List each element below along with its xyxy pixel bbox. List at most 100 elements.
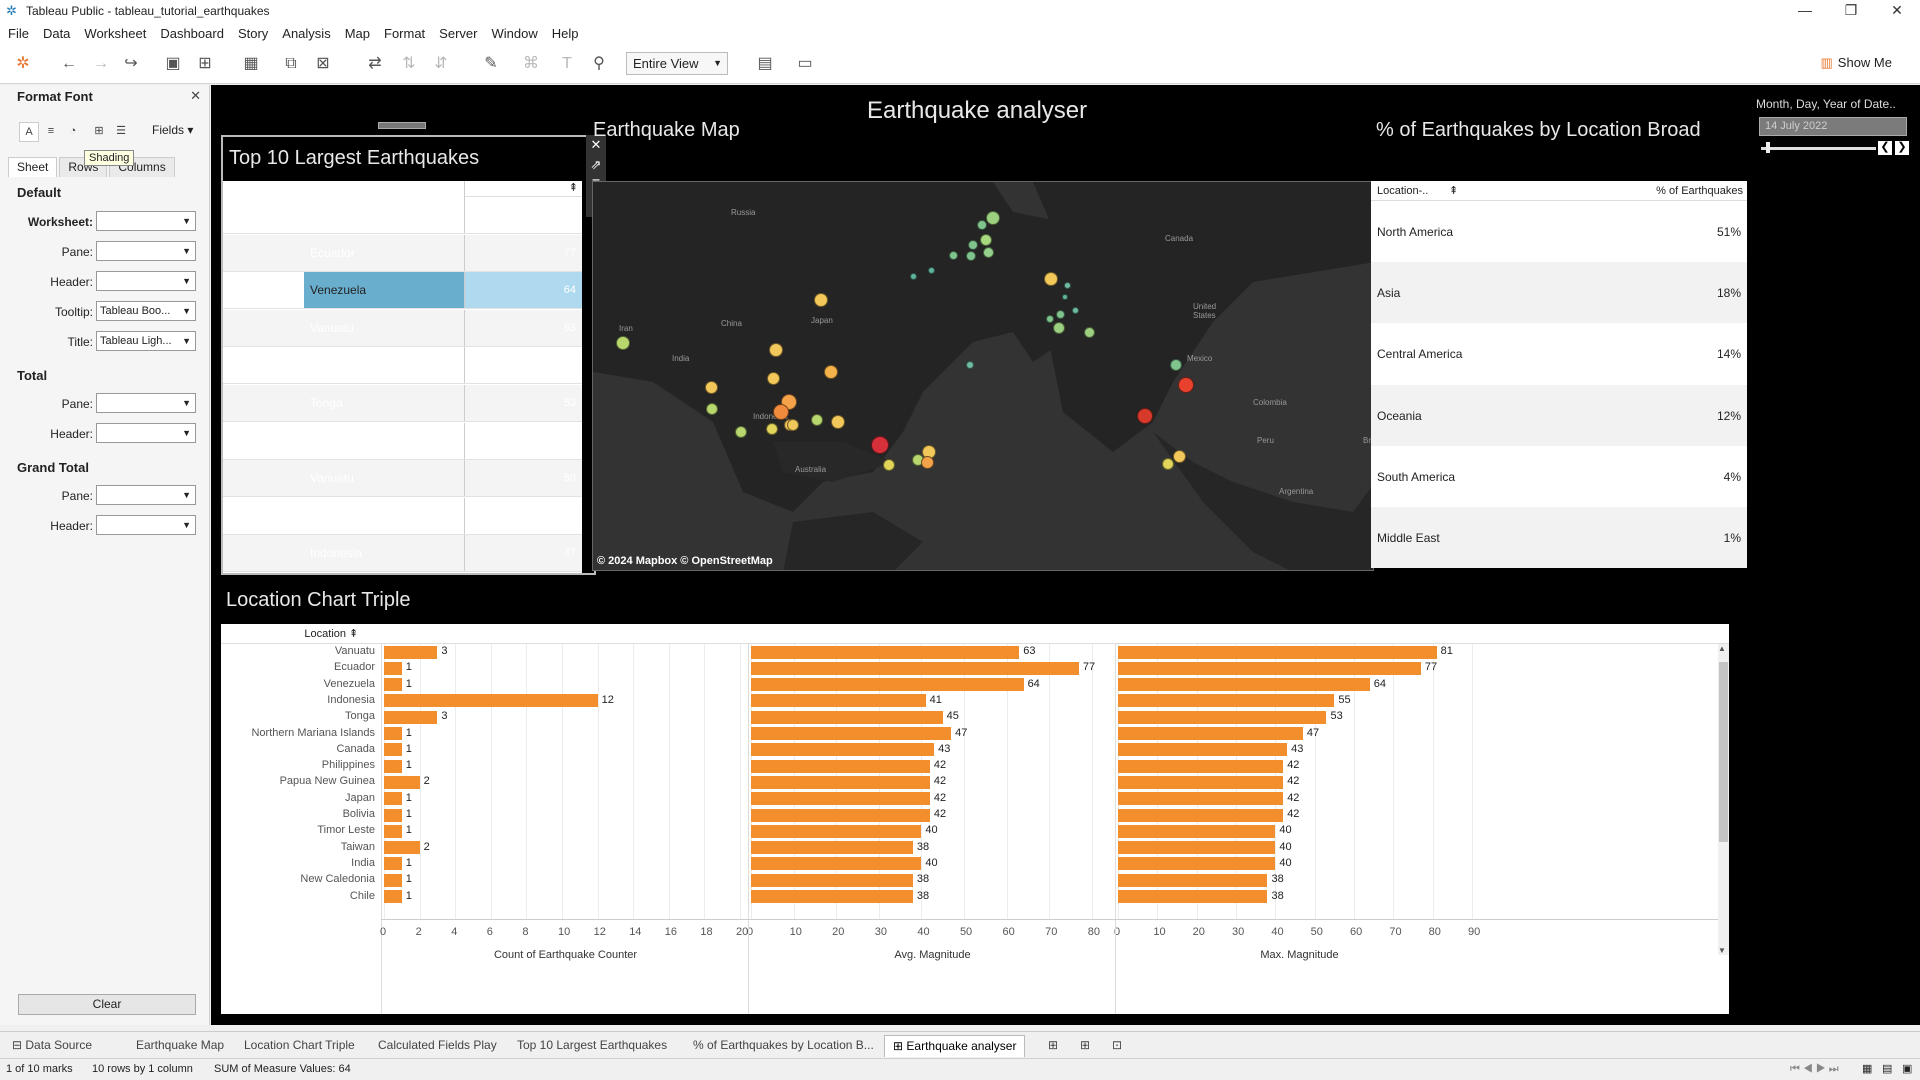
quake-marker[interactable] [1055, 309, 1065, 319]
sort-icon[interactable]: ⇞ [1449, 185, 1459, 197]
quake-marker[interactable] [769, 343, 783, 357]
replay-icon[interactable]: ↪ [124, 55, 138, 72]
bar[interactable] [1118, 775, 1284, 789]
bar[interactable] [384, 775, 420, 789]
next-date-button[interactable]: ❯ [1895, 141, 1909, 155]
nav-icons[interactable]: ⏮ ◀ ▶ ⏭ [1790, 1063, 1839, 1075]
quake-marker[interactable] [787, 419, 799, 431]
bar[interactable] [751, 857, 922, 871]
tab-sheet[interactable]: Sheet [8, 157, 58, 177]
bar[interactable] [1118, 645, 1437, 659]
go-to-sheet-icon[interactable]: ⇗ [590, 157, 602, 172]
bar[interactable] [384, 661, 402, 675]
bar[interactable] [1118, 678, 1370, 692]
table-row[interactable]: Indonesia 51 [223, 422, 582, 460]
quake-marker[interactable] [1178, 377, 1194, 393]
scrollbar-thumb[interactable] [1719, 662, 1728, 842]
bar[interactable] [751, 873, 913, 887]
bar[interactable] [1118, 857, 1276, 871]
new-dashboard-icon[interactable]: ⊞ [1080, 1038, 1091, 1052]
bar[interactable] [384, 808, 402, 822]
bar[interactable] [384, 824, 402, 838]
bar[interactable] [751, 661, 1079, 675]
loc-broad-table[interactable]: Location-.. ⇞ % of Earthquakes North Ame… [1371, 181, 1747, 568]
quake-marker[interactable] [1053, 322, 1065, 334]
quake-marker[interactable] [1170, 359, 1182, 371]
tab-calculated-fields-play[interactable]: Calculated Fields Play [378, 1038, 497, 1052]
date-filter-input[interactable]: 14 July 2022 [1759, 117, 1907, 136]
sort-descending-icon[interactable]: ⇵ [434, 55, 448, 72]
bar[interactable] [384, 890, 402, 903]
quake-marker[interactable] [735, 426, 747, 438]
top10-worksheet[interactable]: Top 10 Largest Earthquakes ⇞ Vanuatu 81 Ec… [221, 135, 596, 575]
pane-font-dropdown[interactable]: ▼ [96, 241, 196, 261]
tab-pct-location[interactable]: % of Earthquakes by Location B... [693, 1038, 874, 1052]
bar[interactable] [1118, 824, 1276, 838]
menu-window[interactable]: Window [491, 25, 538, 41]
tab-data-source[interactable]: ⊟ Data Source [12, 1038, 93, 1052]
table-row[interactable]: Asia 18% [1371, 262, 1747, 324]
sort-icon[interactable]: ⇞ [349, 628, 359, 640]
table-row[interactable]: Tonga 48 [223, 497, 582, 535]
menu-format[interactable]: Format [384, 25, 426, 41]
table-row[interactable]: Venezuela 64 [223, 272, 582, 310]
bar[interactable] [1118, 808, 1284, 822]
top10-table[interactable]: ⇞ Vanuatu 81 Ecuador 77 Venezuela 64 Vanuatu 63… [223, 181, 582, 573]
table-row[interactable]: Tonga 53 [223, 385, 582, 422]
title-font-dropdown[interactable]: Tableau Ligh... ▼ [96, 331, 196, 351]
quake-marker[interactable] [831, 415, 845, 429]
bar[interactable] [751, 824, 922, 838]
table-row[interactable]: North America 51% [1371, 201, 1747, 262]
bar[interactable] [384, 759, 402, 773]
table-row[interactable]: Central America 14% [1371, 323, 1747, 384]
header-font-dropdown[interactable]: ▼ [96, 271, 196, 291]
duplicate-sheet-icon[interactable]: ⧉ [285, 55, 297, 72]
bar[interactable] [384, 710, 438, 724]
labels-icon[interactable]: T [562, 55, 572, 72]
quake-marker[interactable] [766, 423, 778, 435]
bar[interactable] [751, 890, 913, 903]
quake-marker[interactable] [811, 414, 823, 426]
show-cards-icon[interactable]: ▤ [757, 55, 773, 72]
quake-marker[interactable] [1083, 326, 1095, 338]
quake-marker[interactable] [616, 336, 630, 350]
scroll-down-icon[interactable]: ▼ [1718, 946, 1726, 955]
quake-marker[interactable] [824, 365, 838, 379]
lines-icon[interactable]: ☰ [116, 125, 126, 137]
quake-marker[interactable] [909, 272, 917, 280]
tab-view-icon[interactable]: ▣ [1902, 1063, 1913, 1075]
highlight-icon[interactable]: ✎ [484, 55, 498, 72]
show-me-button[interactable]: ▥ Show Me [1820, 55, 1893, 70]
remove-icon[interactable]: ✕ [590, 137, 602, 152]
bar[interactable] [1118, 727, 1303, 740]
menu-server[interactable]: Server [439, 25, 478, 41]
bar[interactable] [1118, 841, 1276, 855]
bar[interactable] [1118, 694, 1335, 708]
scrollbar[interactable]: ▲ ▼ [1718, 644, 1729, 955]
quake-marker[interactable] [1044, 272, 1058, 286]
quake-marker[interactable] [977, 220, 987, 230]
menu-analysis[interactable]: Analysis [282, 25, 331, 41]
table-row[interactable]: Oceania 12% [1371, 384, 1747, 446]
menu-story[interactable]: Story [237, 25, 269, 41]
presentation-icon[interactable]: ▭ [797, 55, 813, 72]
scroll-up-icon[interactable]: ▲ [1718, 644, 1726, 653]
bar[interactable] [384, 857, 402, 871]
tooltip-font-dropdown[interactable]: Tableau Boo... ▼ [96, 301, 196, 321]
restore-button[interactable]: ❐ [1844, 2, 1858, 18]
clear-button[interactable]: Clear [18, 994, 196, 1015]
quake-marker[interactable] [706, 403, 718, 415]
menu-file[interactable]: File [8, 25, 29, 41]
quake-marker[interactable] [814, 293, 828, 307]
quake-marker[interactable] [920, 455, 934, 469]
shading-icon[interactable]: ◔ [69, 125, 77, 137]
menu-map[interactable]: Map [344, 25, 370, 41]
bar[interactable] [751, 759, 930, 773]
undo-icon[interactable]: ← [61, 55, 77, 72]
bar[interactable] [751, 710, 943, 724]
tab-earthquake-map[interactable]: Earthquake Map [136, 1038, 225, 1052]
table-row[interactable]: Indonesia 47 [223, 535, 582, 573]
quake-marker[interactable] [1162, 458, 1174, 470]
tab-location-chart-triple[interactable]: Location Chart Triple [244, 1038, 355, 1052]
bar[interactable] [384, 727, 402, 740]
